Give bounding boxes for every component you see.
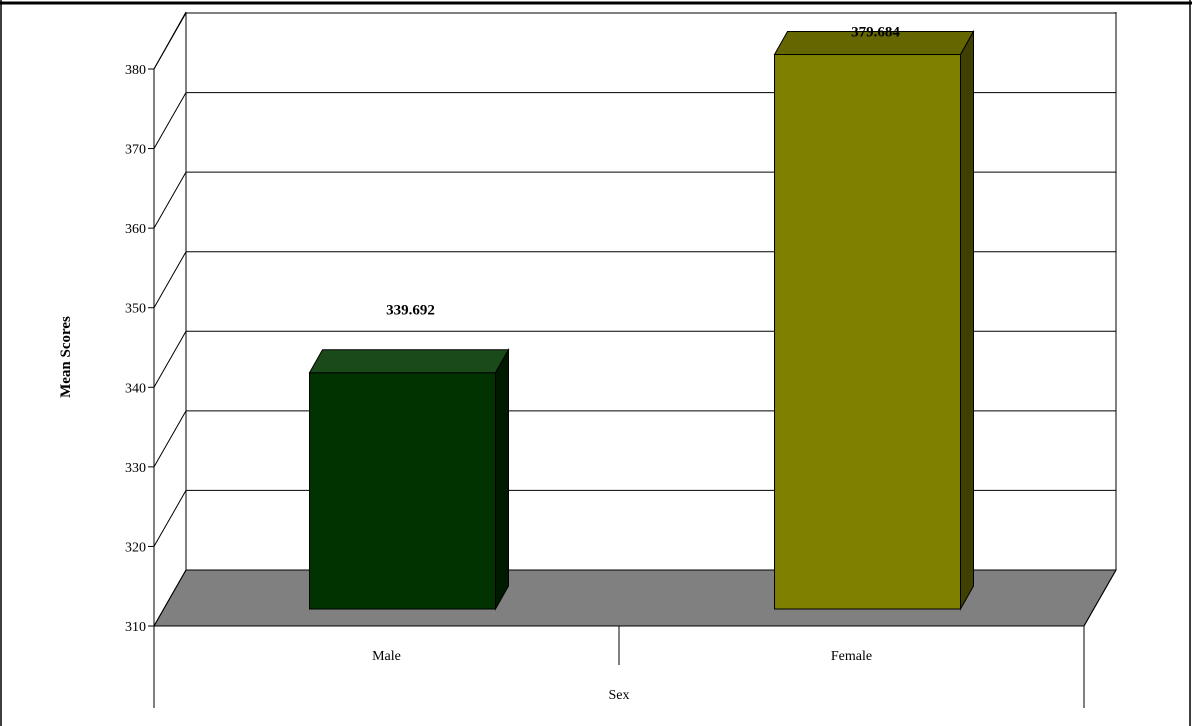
side-wall-gridline	[153, 171, 187, 229]
side-wall-gridline	[153, 569, 187, 627]
y-tick-label: 380	[125, 63, 146, 78]
y-tick-label: 350	[125, 302, 146, 317]
plot-layer: 310 320 330 340 350 360 370 380 339.692 Male 379.6…	[125, 11, 1117, 708]
x-axis-title: Sex	[609, 688, 630, 703]
x-tick-label-male: Male	[372, 649, 401, 664]
y-tick-label: 370	[125, 143, 146, 158]
y-axis-title: Mean Scores	[58, 316, 74, 398]
bar-male-top	[308, 349, 510, 374]
side-wall-top-edge	[153, 11, 187, 70]
floor-right-edge	[1083, 569, 1117, 627]
y-tick-label: 310	[125, 620, 146, 635]
side-wall-gridline	[153, 331, 187, 388]
side-wall-gridline	[153, 92, 187, 149]
y-tick-label: 340	[125, 381, 146, 396]
data-label-male: 339.692	[386, 303, 435, 319]
y-tick-label: 360	[125, 222, 146, 237]
bar-male-side	[495, 347, 509, 611]
bar-female-front	[774, 54, 961, 610]
x-tick-label-female: Female	[831, 649, 872, 664]
data-label-female: 379.684	[851, 25, 900, 41]
side-wall-gridline	[153, 490, 187, 547]
y-tick-label: 320	[125, 540, 146, 555]
bar-female-side	[960, 29, 974, 611]
side-wall-gridline	[153, 410, 187, 468]
bar-male-front	[309, 372, 496, 610]
y-tick-label: 330	[125, 461, 146, 476]
side-wall-gridline	[153, 251, 187, 308]
